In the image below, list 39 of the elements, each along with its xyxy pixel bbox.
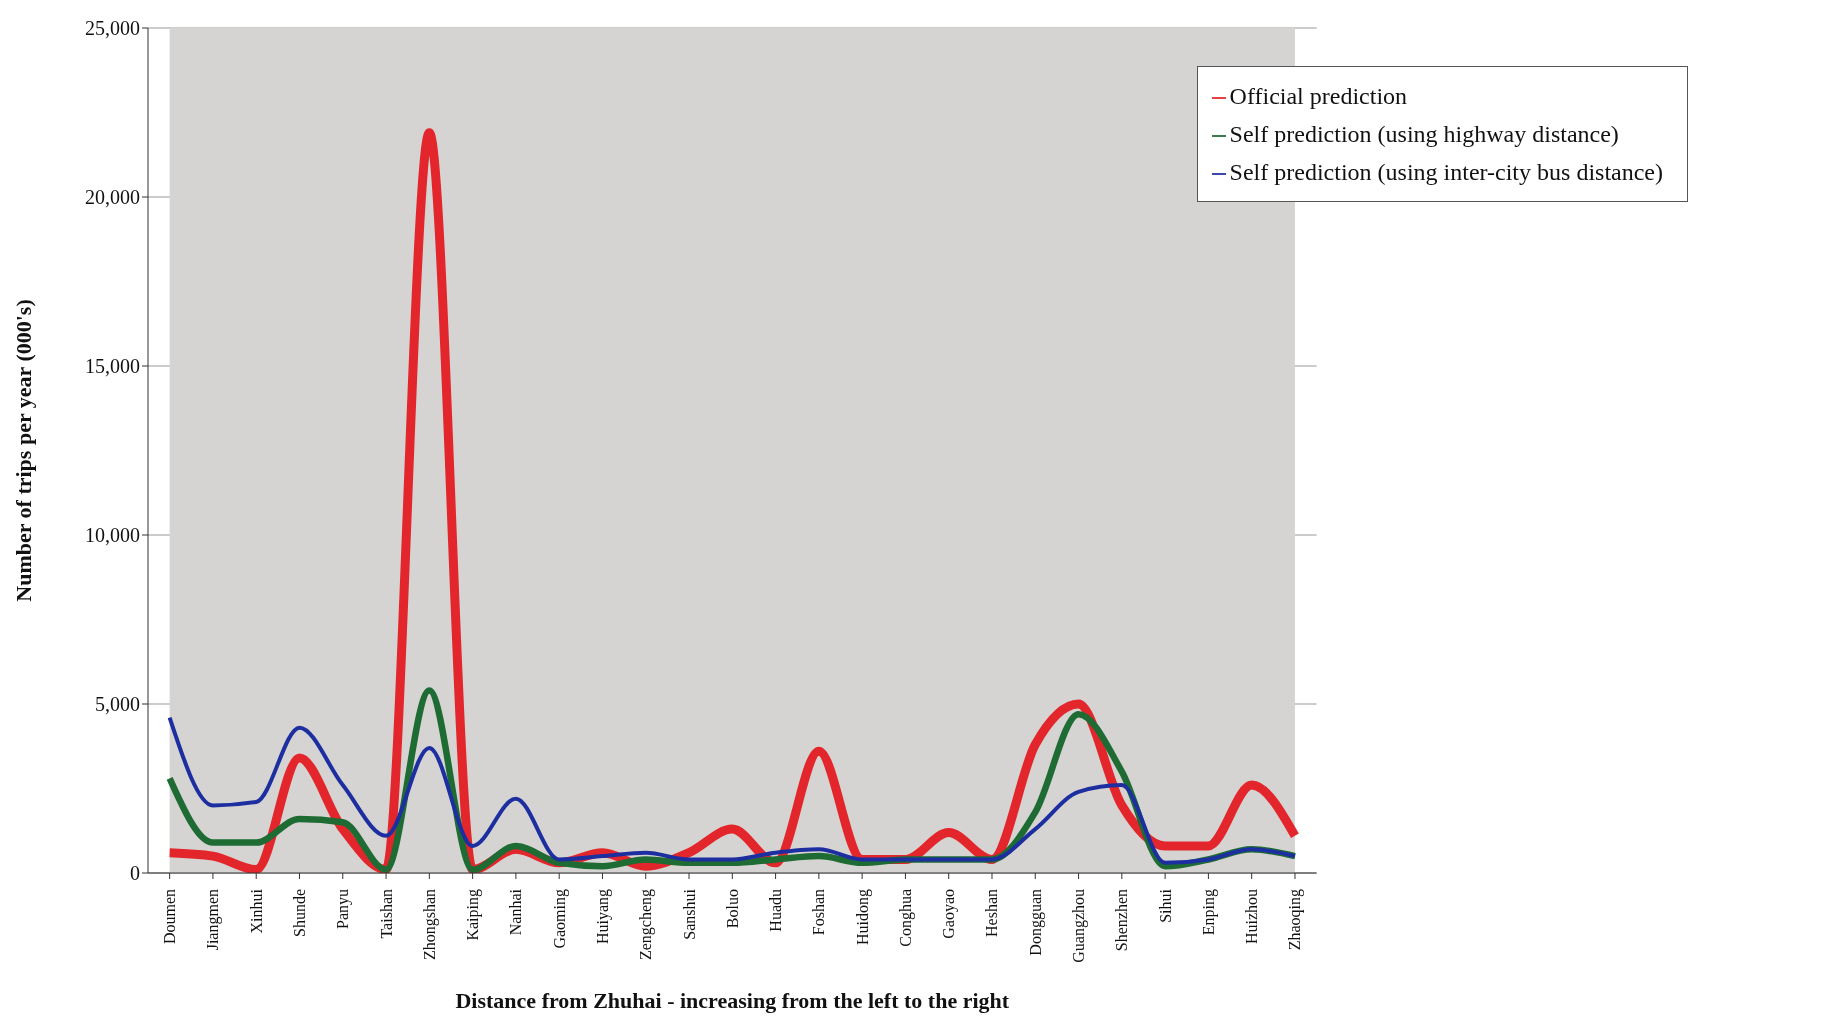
x-tick-label: Zhaoqing (1286, 889, 1305, 951)
y-tick-label: 20,000 (85, 186, 140, 209)
x-tick-label: Panyu (334, 889, 353, 929)
x-tick-label: Nanhai (507, 888, 525, 936)
line-series (167, 715, 1297, 865)
y-tick-label: 15,000 (85, 355, 140, 378)
x-tick-label: Xinhui (247, 888, 265, 934)
x-tick-label: Boluo (723, 889, 741, 929)
y-tick-label: 5,000 (95, 693, 140, 716)
x-tick-label: Guangzhou (1070, 889, 1089, 963)
x-tick-label: Jiangmen (204, 889, 223, 951)
x-tick-label: Sihui (1156, 888, 1174, 923)
x-tick-label: Conghua (896, 889, 915, 947)
y-tick-label: 25,000 (85, 17, 140, 40)
x-tick-label: Kaiping (464, 889, 483, 941)
x-tick-label: Taishan (377, 889, 395, 939)
x-tick-label: Huiyang (593, 889, 612, 945)
legend-label: Official prediction (1229, 83, 1408, 109)
x-tick-label: Enping (1199, 889, 1218, 936)
x-tick-label: Heshan (983, 889, 1001, 937)
x-tick-label: Huizhou (1243, 889, 1261, 945)
legend-label: Self prediction (using highway distance) (1229, 121, 1619, 147)
x-tick-label: Huidong (853, 889, 872, 945)
legend-label: Self prediction (using inter-city bus distance) (1229, 159, 1663, 185)
x-tick-label: Dongguan (1026, 889, 1045, 956)
x-tick-label: Doumen (161, 889, 179, 945)
x-tick-label: Zengcheng (637, 889, 656, 961)
x-tick-label: Gaoyao (940, 889, 959, 939)
x-tick-label: Shunde (290, 889, 308, 937)
y-tick-label: 0 (130, 862, 140, 885)
x-tick-label: Foshan (810, 889, 828, 936)
x-tick-label: Huadu (767, 889, 785, 932)
x-tick-label: Zhongshan (420, 889, 439, 961)
x-axis-title: Distance from Zhuhai - increasing from the left to the right (455, 988, 1010, 1013)
y-tick-label: 10,000 (85, 524, 140, 547)
y-axis-title: Number of trips per year (000's) (10, 299, 36, 602)
x-tick-label: Gaoming (550, 889, 569, 949)
x-tick-label: Sanshui (680, 888, 698, 940)
x-tick-label: Shenzhen (1113, 889, 1131, 952)
